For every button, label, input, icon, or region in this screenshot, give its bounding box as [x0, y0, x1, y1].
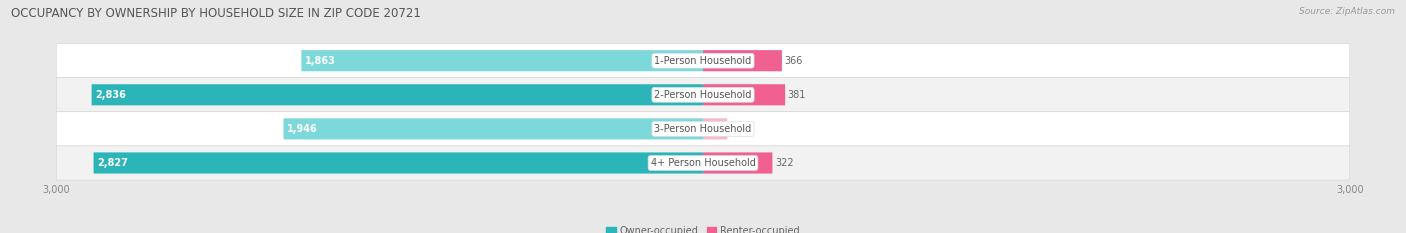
FancyBboxPatch shape [91, 84, 703, 105]
FancyBboxPatch shape [703, 84, 785, 105]
FancyBboxPatch shape [703, 152, 772, 174]
Text: 1,946: 1,946 [287, 124, 318, 134]
Text: OCCUPANCY BY OWNERSHIP BY HOUSEHOLD SIZE IN ZIP CODE 20721: OCCUPANCY BY OWNERSHIP BY HOUSEHOLD SIZE… [11, 7, 422, 20]
FancyBboxPatch shape [703, 118, 727, 140]
FancyBboxPatch shape [94, 152, 703, 174]
Text: 4+ Person Household: 4+ Person Household [651, 158, 755, 168]
Text: 1,863: 1,863 [305, 56, 336, 66]
FancyBboxPatch shape [56, 112, 1350, 146]
Text: 1-Person Household: 1-Person Household [654, 56, 752, 66]
FancyBboxPatch shape [284, 118, 703, 140]
Text: 3-Person Household: 3-Person Household [654, 124, 752, 134]
Text: 2,827: 2,827 [97, 158, 128, 168]
FancyBboxPatch shape [56, 146, 1350, 180]
Text: Source: ZipAtlas.com: Source: ZipAtlas.com [1299, 7, 1395, 16]
Text: 2-Person Household: 2-Person Household [654, 90, 752, 100]
Text: 2,836: 2,836 [94, 90, 125, 100]
Text: 113: 113 [730, 124, 748, 134]
Text: 366: 366 [785, 56, 803, 66]
Text: 322: 322 [775, 158, 793, 168]
FancyBboxPatch shape [56, 44, 1350, 78]
FancyBboxPatch shape [301, 50, 703, 71]
FancyBboxPatch shape [56, 78, 1350, 112]
FancyBboxPatch shape [703, 50, 782, 71]
Text: 381: 381 [787, 90, 806, 100]
Legend: Owner-occupied, Renter-occupied: Owner-occupied, Renter-occupied [602, 222, 804, 233]
